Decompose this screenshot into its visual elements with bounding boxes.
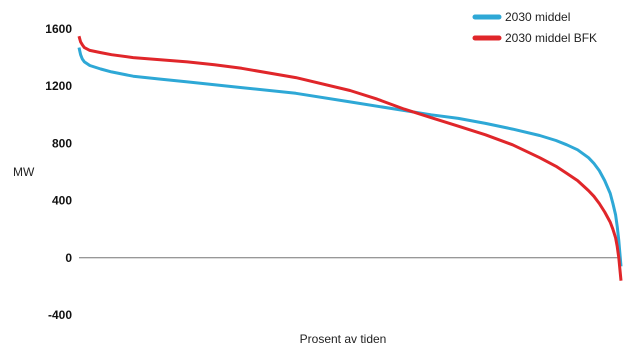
y-tick-label: 400 [52, 194, 72, 208]
y-tick-label: 800 [52, 136, 72, 150]
series-lines [77, 35, 623, 281]
y-tick-label: 0 [65, 251, 72, 265]
legend: 2030 middel 2030 middel BFK [472, 10, 597, 45]
series-line-1 [77, 35, 623, 281]
x-axis-label: Prosent av tiden [300, 332, 387, 346]
y-tick-label: 1600 [45, 22, 72, 36]
legend-label-0: 2030 middel [505, 10, 570, 24]
y-tick-labels: 1600 1200 800 400 0 -400 [45, 22, 72, 322]
y-axis-label: MW [13, 165, 35, 179]
legend-label-1: 2030 middel BFK [505, 31, 597, 45]
series-line-0 [77, 47, 623, 267]
y-tick-label: -400 [48, 308, 72, 322]
y-tick-label: 1200 [45, 79, 72, 93]
